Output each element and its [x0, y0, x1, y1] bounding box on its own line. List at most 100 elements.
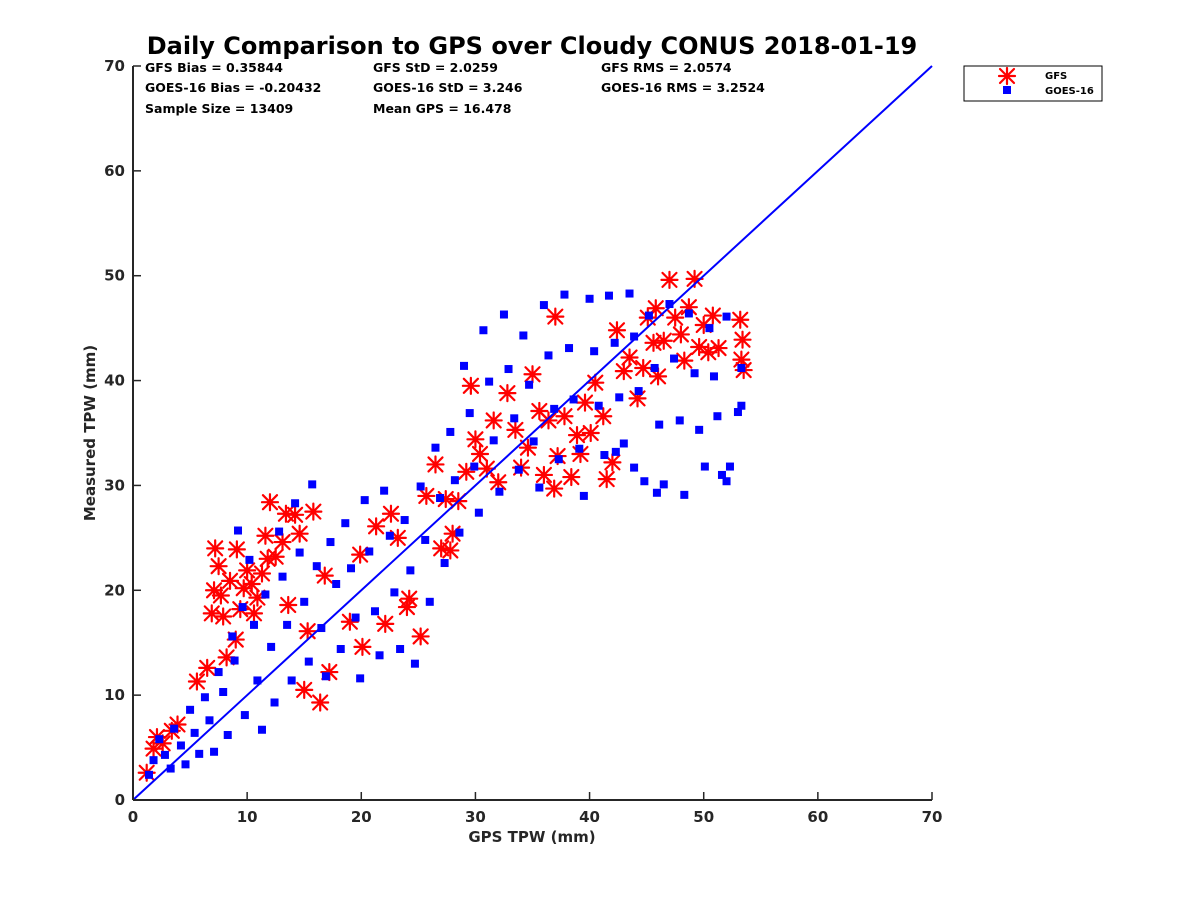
- gfs-point: [258, 549, 277, 568]
- gfs-point: [470, 444, 490, 464]
- gfs-point: [211, 586, 230, 605]
- gfs-point: [256, 526, 275, 545]
- goes16-point: [375, 651, 384, 660]
- x-tick-label: 40: [579, 808, 600, 826]
- gfs-point: [567, 425, 587, 445]
- gfs-point: [461, 376, 480, 395]
- gfs-point: [679, 298, 698, 317]
- gfs-point: [351, 545, 370, 564]
- goes16-point: [630, 332, 639, 341]
- goes16-point: [700, 462, 709, 471]
- gfs-point: [304, 502, 323, 521]
- legend: GFS GOES-16: [963, 65, 1103, 102]
- goes16-point: [410, 659, 419, 668]
- goes16-point: [550, 404, 559, 413]
- goes16-point: [219, 687, 228, 696]
- goes16-point: [186, 705, 195, 714]
- gfs-point: [644, 333, 663, 352]
- goes16-point: [275, 527, 284, 536]
- gfs-point: [646, 299, 665, 318]
- gfs-point: [654, 331, 673, 350]
- goes16-point: [510, 414, 519, 423]
- goes16-point: [611, 447, 620, 456]
- goes16-point: [579, 491, 588, 500]
- gfs-point: [597, 470, 616, 489]
- goes16-point: [655, 420, 664, 429]
- gfs-point: [248, 588, 267, 607]
- gfs-point: [675, 351, 694, 370]
- goes16-point: [166, 764, 175, 773]
- x-tick-label: 20: [351, 808, 372, 826]
- gfs-point: [266, 547, 285, 566]
- goes16-point: [652, 488, 661, 497]
- stat-gfs-std: GFS StD = 2.0259: [373, 60, 498, 75]
- gfs-point: [571, 444, 590, 464]
- statistics-block: GFS Bias = 0.35844 GFS StD = 2.0259 GFS …: [145, 60, 765, 116]
- goes16-point: [370, 607, 379, 616]
- stat-mean-gps: Mean GPS = 16.478: [373, 101, 511, 116]
- goes16-point: [238, 603, 247, 612]
- gfs-point: [634, 358, 653, 378]
- goes16-point: [575, 444, 584, 453]
- goes16-point: [261, 590, 270, 599]
- gfs-point: [466, 430, 485, 449]
- goes16-point: [149, 756, 158, 765]
- gfs-point: [506, 420, 525, 439]
- goes16-point: [380, 486, 389, 495]
- gfs-point: [198, 658, 217, 677]
- legend-goes16-marker: [1003, 86, 1011, 94]
- goes16-point: [600, 451, 609, 460]
- y-tick-label: 20: [104, 581, 125, 599]
- goes16-point: [436, 494, 445, 503]
- goes16-point: [554, 455, 563, 464]
- goes16-point: [709, 372, 718, 381]
- goes16-point: [565, 344, 574, 353]
- goes16-point: [539, 301, 548, 310]
- stat-goes16-rms: GOES-16 RMS = 3.2524: [601, 80, 765, 95]
- gfs-point: [209, 557, 228, 576]
- gfs-point: [685, 269, 704, 288]
- goes16-point: [695, 425, 704, 434]
- gfs-point: [238, 561, 257, 580]
- gfs-point: [534, 465, 554, 485]
- goes16-point: [267, 642, 276, 651]
- goes16-point: [529, 437, 538, 446]
- stat-gfs-rms: GFS RMS = 2.0574: [601, 60, 732, 75]
- goes16-point: [535, 483, 544, 492]
- goes16-point: [223, 730, 232, 739]
- goes16-point: [644, 311, 653, 320]
- gfs-point: [295, 680, 314, 699]
- gfs-point: [376, 614, 395, 633]
- goes16-point: [176, 741, 185, 750]
- goes16-point: [690, 369, 699, 378]
- goes16-point: [455, 528, 464, 537]
- goes16-point: [257, 725, 266, 734]
- goes16-point: [590, 347, 599, 356]
- x-tick-label: 50: [693, 808, 714, 826]
- goes16-point: [560, 290, 569, 299]
- stat-sample-size: Sample Size = 13409: [145, 101, 293, 116]
- gfs-point: [242, 574, 261, 594]
- gfs-point: [244, 604, 264, 623]
- y-tick-label: 40: [104, 372, 125, 390]
- goes16-point: [465, 409, 474, 418]
- y-tick-label: 60: [104, 162, 125, 180]
- goes16-point: [519, 331, 528, 340]
- goes16-point: [385, 531, 394, 540]
- goes16-point: [295, 548, 304, 557]
- goes16-point: [479, 326, 488, 335]
- goes16-point: [705, 324, 714, 333]
- goes16-point: [326, 538, 335, 547]
- goes16-point: [504, 365, 513, 374]
- goes16-point: [670, 354, 679, 363]
- gfs-point: [443, 524, 462, 543]
- goes16-point: [308, 480, 317, 489]
- y-tick-label: 70: [104, 57, 125, 75]
- gfs-point: [694, 315, 713, 335]
- y-tick-label: 50: [104, 267, 125, 285]
- goes16-point: [470, 462, 479, 471]
- gfs-point: [546, 307, 565, 326]
- gfs-point: [411, 627, 430, 646]
- goes16-point: [431, 443, 440, 452]
- gfs-point: [699, 343, 718, 362]
